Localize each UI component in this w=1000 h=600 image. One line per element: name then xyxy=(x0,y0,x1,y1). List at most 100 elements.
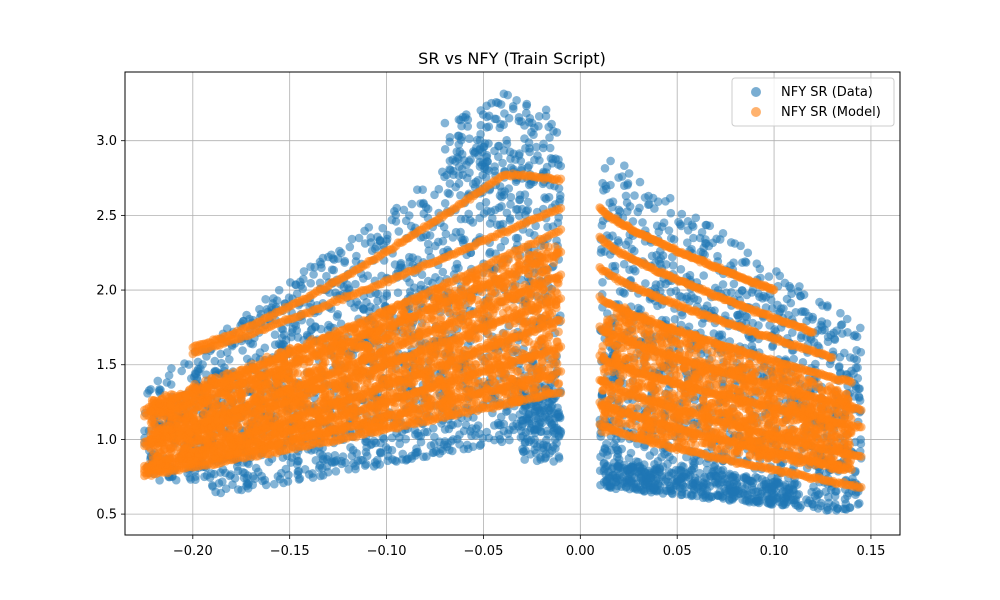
data-point xyxy=(457,121,466,131)
data-point xyxy=(249,472,258,481)
data-point xyxy=(669,469,678,478)
data-point xyxy=(407,199,417,209)
data-point xyxy=(375,236,385,246)
data-point xyxy=(683,238,692,247)
data-point xyxy=(764,499,773,508)
data-point xyxy=(222,348,232,357)
data-point xyxy=(606,445,616,455)
data-point xyxy=(835,362,844,371)
data-point xyxy=(499,419,509,429)
data-point xyxy=(218,477,227,487)
data-point xyxy=(661,197,670,206)
data-point xyxy=(500,236,510,246)
data-point xyxy=(382,234,392,244)
data-point xyxy=(369,462,379,471)
data-point xyxy=(534,112,544,121)
data-point xyxy=(856,323,865,333)
data-point xyxy=(606,156,615,166)
data-point xyxy=(361,447,371,457)
data-point xyxy=(390,456,400,465)
data-point xyxy=(167,364,176,373)
data-point xyxy=(732,478,742,488)
data-point xyxy=(482,427,492,437)
data-point xyxy=(498,158,507,168)
data-point xyxy=(855,396,865,405)
data-point xyxy=(390,207,399,216)
data-point xyxy=(496,100,506,109)
data-point xyxy=(520,455,529,464)
data-point xyxy=(287,453,297,462)
data-point xyxy=(331,467,341,476)
data-point xyxy=(330,458,339,467)
data-point xyxy=(316,471,325,481)
data-point xyxy=(664,226,674,235)
data-point xyxy=(830,335,840,345)
data-point xyxy=(766,295,776,305)
data-point xyxy=(482,206,492,216)
data-point xyxy=(629,264,638,274)
data-point xyxy=(412,444,421,453)
data-point xyxy=(441,229,451,239)
data-point xyxy=(445,133,455,142)
data-point xyxy=(513,233,523,243)
data-point xyxy=(424,246,434,255)
data-point xyxy=(640,193,650,202)
data-point xyxy=(614,173,623,182)
data-point xyxy=(429,424,438,433)
data-point xyxy=(461,214,470,224)
data-point xyxy=(344,465,353,474)
data-point xyxy=(790,498,799,508)
data-point xyxy=(485,249,494,258)
data-point xyxy=(310,262,320,272)
data-point xyxy=(394,227,404,236)
data-point xyxy=(472,143,481,152)
data-point xyxy=(405,252,414,262)
data-point xyxy=(789,354,798,364)
data-point xyxy=(240,468,249,478)
data-point xyxy=(619,259,629,269)
data-point xyxy=(434,237,443,247)
data-point xyxy=(416,431,426,441)
data-point xyxy=(602,439,611,449)
data-point xyxy=(478,170,488,180)
data-point xyxy=(687,491,696,501)
data-point xyxy=(608,197,618,206)
data-point xyxy=(685,270,695,280)
data-point xyxy=(640,442,649,452)
data-point xyxy=(216,349,225,359)
data-point xyxy=(442,170,452,180)
data-point xyxy=(177,366,186,376)
data-point xyxy=(695,233,705,243)
data-point xyxy=(552,423,562,433)
data-point xyxy=(425,231,435,240)
data-point xyxy=(852,355,861,365)
data-point xyxy=(620,161,629,170)
data-point xyxy=(855,499,864,508)
data-point xyxy=(671,286,681,296)
data-point xyxy=(741,312,750,321)
data-point xyxy=(725,469,734,479)
data-point xyxy=(547,446,557,456)
data-point xyxy=(459,156,469,165)
data-point xyxy=(283,477,293,486)
data-point xyxy=(597,221,607,230)
data-point xyxy=(541,111,551,121)
data-point xyxy=(171,475,181,485)
data-point xyxy=(729,279,739,289)
data-point xyxy=(689,233,698,243)
data-point xyxy=(765,321,774,330)
data-point xyxy=(745,497,754,507)
data-point xyxy=(366,302,375,312)
data-point xyxy=(600,164,610,173)
model-point xyxy=(556,174,566,184)
data-point xyxy=(399,205,409,215)
data-point xyxy=(465,134,474,143)
data-point xyxy=(419,232,428,242)
data-point xyxy=(817,326,827,335)
data-point xyxy=(221,484,231,494)
data-point xyxy=(636,305,645,314)
data-point xyxy=(795,282,804,291)
data-point xyxy=(484,122,494,131)
data-point xyxy=(225,355,234,364)
data-point xyxy=(396,258,406,268)
